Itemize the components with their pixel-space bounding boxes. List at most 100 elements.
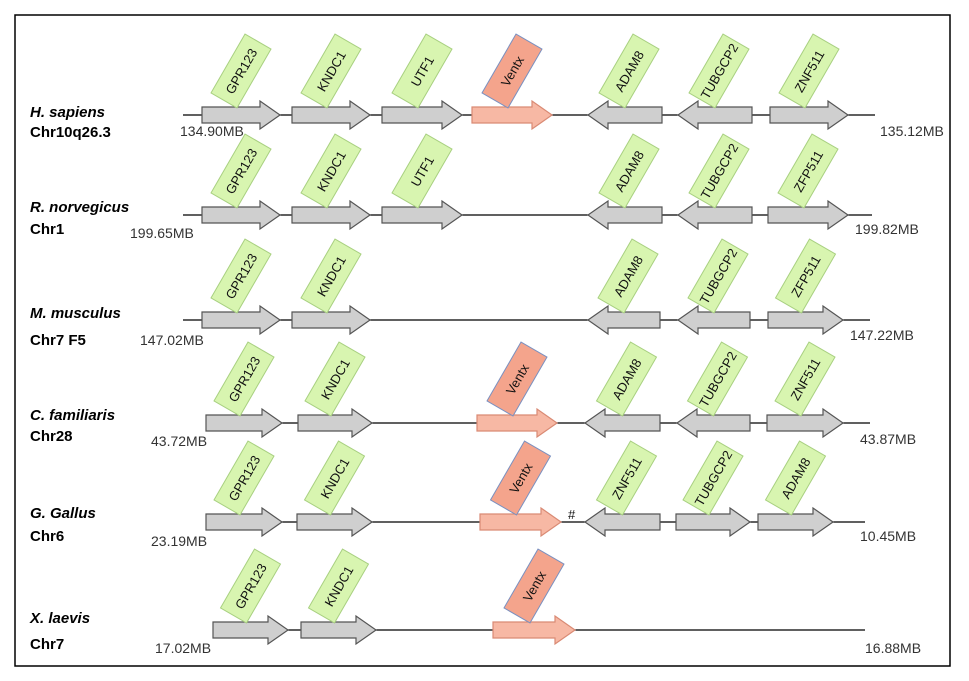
label-box (686, 341, 749, 417)
species-row: GPR123 KNDC1 UTF1 Ventx ADAM8 TUBGCP2 ZNF511 (183, 33, 875, 131)
gene-arrow-left (676, 199, 753, 231)
gene-ventx: Ventx (492, 548, 577, 646)
gene-arrow-left (586, 199, 663, 231)
gene-label-box: Ventx (489, 440, 552, 516)
end-position: 147.22MB (850, 327, 914, 343)
end-position: 10.45MB (860, 528, 916, 544)
gene-arrow-right (291, 304, 372, 336)
label-box (300, 238, 362, 314)
label-box (300, 133, 362, 209)
gene-label-box: ZNF511 (778, 33, 840, 109)
label-box (687, 238, 749, 314)
label-box (304, 341, 366, 417)
label-box (764, 440, 827, 516)
chromosome-label: Chr7 (30, 636, 64, 653)
gene-gpr123: GPR123 (201, 133, 282, 231)
gene-arrow-right (769, 99, 850, 131)
gene-tubgcp2: TUBGCP2 (675, 440, 752, 538)
start-position: 17.02MB (155, 640, 211, 656)
end-position: 199.82MB (855, 221, 919, 237)
gene-arrow-right (492, 614, 577, 646)
gene-arrow-right (757, 506, 835, 538)
gene-arrow-right (201, 304, 282, 336)
gene-label-box: TUBGCP2 (688, 133, 750, 209)
gene-label-box: KNDC1 (300, 238, 362, 314)
gene-label-box: GPR123 (219, 548, 282, 624)
gene-label-box: TUBGCP2 (682, 440, 744, 516)
label-box (688, 133, 750, 209)
label-box (778, 33, 840, 109)
gene-zfp511: ZFP511 (767, 133, 850, 231)
label-box (219, 548, 282, 624)
gene-ventx: Ventx (476, 341, 559, 439)
gene-znf511: ZNF511 (766, 341, 845, 439)
label-box (597, 238, 659, 314)
gene-arrow-right (767, 304, 845, 336)
gene-arrow-right (381, 99, 464, 131)
gene-tubgcp2: TUBGCP2 (676, 238, 751, 336)
gene-gpr123: GPR123 (201, 33, 282, 131)
gene-label-box: KNDC1 (303, 440, 366, 516)
gene-znf511: ZNF511 (769, 33, 850, 131)
gene-arrow-right (291, 199, 372, 231)
end-position: 43.87MB (860, 431, 916, 447)
gene-label-box: ADAM8 (764, 440, 827, 516)
gene-adam8: ADAM8 (586, 133, 663, 231)
label-box (210, 133, 272, 209)
label-box (481, 33, 543, 109)
end-position: 16.88MB (865, 640, 921, 656)
gene-kndc1: KNDC1 (291, 33, 372, 131)
chromosome-label: Chr10q26.3 (30, 124, 111, 141)
gene-adam8: ADAM8 (586, 33, 663, 131)
gene-label-box: TUBGCP2 (687, 238, 749, 314)
gene-arrow-right (479, 506, 563, 538)
gene-label-box: GPR123 (210, 133, 272, 209)
gene-label-box: ADAM8 (598, 133, 660, 209)
gene-label-box: KNDC1 (300, 133, 362, 209)
label-box (598, 33, 660, 109)
gene-label-box: UTF1 (391, 133, 453, 209)
label-box (598, 133, 660, 209)
species-name: G. Gallus (30, 505, 96, 522)
label-box (777, 133, 839, 209)
gene-label-box: KNDC1 (304, 341, 366, 417)
start-position: 199.65MB (130, 225, 194, 241)
gene-arrow-right (300, 614, 378, 646)
gene-utf1: UTF1 (381, 33, 464, 131)
label-box (210, 238, 272, 314)
chromosome-label: Chr7 F5 (30, 332, 86, 349)
start-position: 23.19MB (151, 533, 207, 549)
gene-label-box: Ventx (486, 341, 548, 417)
gene-ventx: Ventx (479, 440, 563, 538)
gene-label-box: ADAM8 (597, 238, 659, 314)
gene-arrow-left (675, 407, 751, 439)
gene-tubgcp2: TUBGCP2 (676, 33, 753, 131)
gene-gpr123: GPR123 (201, 238, 282, 336)
gene-kndc1: KNDC1 (296, 440, 374, 538)
label-box (391, 133, 453, 209)
gene-label-box: Ventx (481, 33, 543, 109)
gene-arrow-right (205, 407, 284, 439)
gene-znf511: ZNF511 (583, 440, 661, 538)
label-box (595, 341, 658, 417)
chromosome-label: Chr1 (30, 221, 64, 238)
gene-label-box: Ventx (503, 548, 565, 624)
species-row: GPR123 KNDC1 Ventx ZNF511 TUBGCP2 ADAM8 (205, 440, 865, 538)
gene-label-box: KNDC1 (307, 548, 370, 624)
frame (14, 14, 951, 667)
gene-arrow-right (291, 99, 372, 131)
label-box (595, 440, 658, 516)
gene-adam8: ADAM8 (586, 238, 661, 336)
end-position: 135.12MB (880, 123, 944, 139)
gene-arrow-left (676, 304, 751, 336)
species-name: H. sapiens (30, 104, 105, 121)
gene-arrow-left (676, 99, 753, 131)
species-row: GPR123 KNDC1 Ventx ADAM8 TUBGCP2 ZNF511 (205, 341, 870, 439)
gene-arrow-right (767, 199, 850, 231)
gene-arrow-right (201, 199, 282, 231)
species-name: C. familiaris (30, 407, 115, 424)
start-position: 43.72MB (151, 433, 207, 449)
chromosome-label: Chr6 (30, 528, 64, 545)
